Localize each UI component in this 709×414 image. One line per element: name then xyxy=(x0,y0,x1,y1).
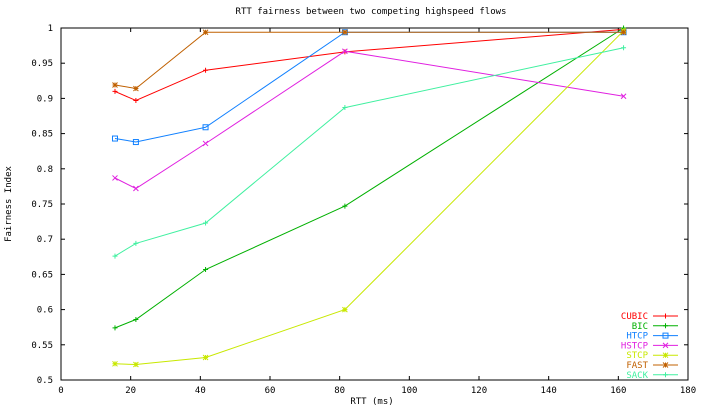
x-tick-label: 160 xyxy=(610,386,626,396)
data-point-cubic xyxy=(112,88,118,94)
plot-border xyxy=(60,27,689,381)
y-tick-label: 0.6 xyxy=(37,306,53,316)
legend-marker-sack xyxy=(663,372,668,378)
data-point-sack xyxy=(112,253,118,259)
series-bic xyxy=(112,25,627,331)
series-stcp xyxy=(112,27,627,368)
data-point-cubic xyxy=(133,98,139,104)
data-point-fast xyxy=(112,82,118,88)
data-point-bic xyxy=(203,266,209,272)
y-tick-label: 0.5 xyxy=(37,376,53,386)
data-point-fast xyxy=(202,29,209,36)
data-point-bic xyxy=(112,325,118,331)
x-tick-label: 120 xyxy=(471,386,487,396)
legend-label-hstcp: HSTCP xyxy=(621,341,649,351)
legend-marker-htcp xyxy=(662,332,669,339)
y-tick-label: 0.55 xyxy=(31,341,53,351)
data-point-cubic xyxy=(203,67,209,73)
data-point-htcp xyxy=(202,124,209,131)
series-hstcp xyxy=(112,48,627,192)
x-tick-label: 0 xyxy=(58,386,63,396)
legend-marker-stcp xyxy=(662,352,669,359)
series-htcp xyxy=(111,29,627,146)
data-point-hstcp xyxy=(202,140,209,147)
y-tick-label: 0.65 xyxy=(31,270,53,280)
data-point-bic xyxy=(342,203,348,209)
series-line-fast xyxy=(114,31,624,90)
series-line-stcp xyxy=(114,30,624,366)
data-point-sack xyxy=(203,220,209,226)
legend-marker-cubic xyxy=(663,313,668,319)
x-tick-label: 60 xyxy=(265,386,276,396)
data-point-fast xyxy=(620,29,627,36)
data-point-sack xyxy=(621,45,627,51)
x-tick-label: 40 xyxy=(195,386,206,396)
series-line-sack xyxy=(114,47,624,257)
series-line-hstcp xyxy=(114,50,624,190)
legend-label-fast: FAST xyxy=(626,361,648,371)
y-tick-label: 0.9 xyxy=(37,94,53,104)
data-point-stcp xyxy=(112,360,118,367)
y-axis: 0.5 0.55 0.6 0.65 0.7 0.75 0.8 0.85 0.9 0.95 1 xyxy=(31,24,688,386)
series-sack xyxy=(112,45,627,259)
y-tick-label: 0.8 xyxy=(37,165,53,175)
chart-title: RTT fairness between two competing highs… xyxy=(236,7,507,17)
x-tick-label: 80 xyxy=(334,386,345,396)
legend-marker-fast xyxy=(662,362,669,368)
x-tick-label: 100 xyxy=(401,386,417,396)
series-line-htcp xyxy=(114,31,624,143)
plot-frame xyxy=(60,27,689,381)
legend-marker-bic xyxy=(663,323,668,329)
y-axis-title: Fairness Index xyxy=(4,165,14,241)
data-point-hstcp xyxy=(620,93,627,100)
data-point-hstcp xyxy=(133,185,139,192)
data-point-hstcp xyxy=(112,175,118,181)
data-point-htcp xyxy=(111,135,118,142)
series-line-cubic xyxy=(114,28,624,102)
x-axis-title: RTT (ms) xyxy=(350,397,393,407)
data-point-fast xyxy=(133,85,139,92)
data-point-stcp xyxy=(133,361,139,368)
legend-label-bic: BIC xyxy=(632,322,648,332)
series-layer xyxy=(111,25,627,368)
legend-label-sack: SACK xyxy=(626,371,648,381)
x-tick-label: 140 xyxy=(541,386,557,396)
x-tick-label: 20 xyxy=(125,386,136,396)
data-point-sack xyxy=(342,105,348,111)
data-point-stcp xyxy=(342,306,348,313)
data-point-sack xyxy=(133,240,139,246)
y-tick-label: 1 xyxy=(48,24,53,34)
y-tick-label: 0.75 xyxy=(31,200,53,210)
series-line-bic xyxy=(114,27,624,329)
y-tick-label: 0.85 xyxy=(31,130,53,140)
x-axis: 0 20 40 60 80 100 120 140 160 180 xyxy=(58,28,696,396)
data-point-stcp xyxy=(202,354,209,361)
y-tick-label: 0.7 xyxy=(37,235,53,245)
legend-label-stcp: STCP xyxy=(626,351,648,361)
x-tick-label: 180 xyxy=(680,386,696,396)
y-tick-label: 0.95 xyxy=(31,59,53,69)
data-point-htcp xyxy=(132,139,139,146)
legend-marker-hstcp xyxy=(662,342,669,349)
series-fast xyxy=(112,29,627,92)
data-point-fast xyxy=(342,29,348,36)
series-cubic xyxy=(112,26,627,104)
legend-label-cubic: CUBIC xyxy=(621,312,648,322)
data-point-hstcp xyxy=(342,48,348,55)
legend-label-htcp: HTCP xyxy=(626,332,648,342)
data-point-bic xyxy=(133,316,139,322)
